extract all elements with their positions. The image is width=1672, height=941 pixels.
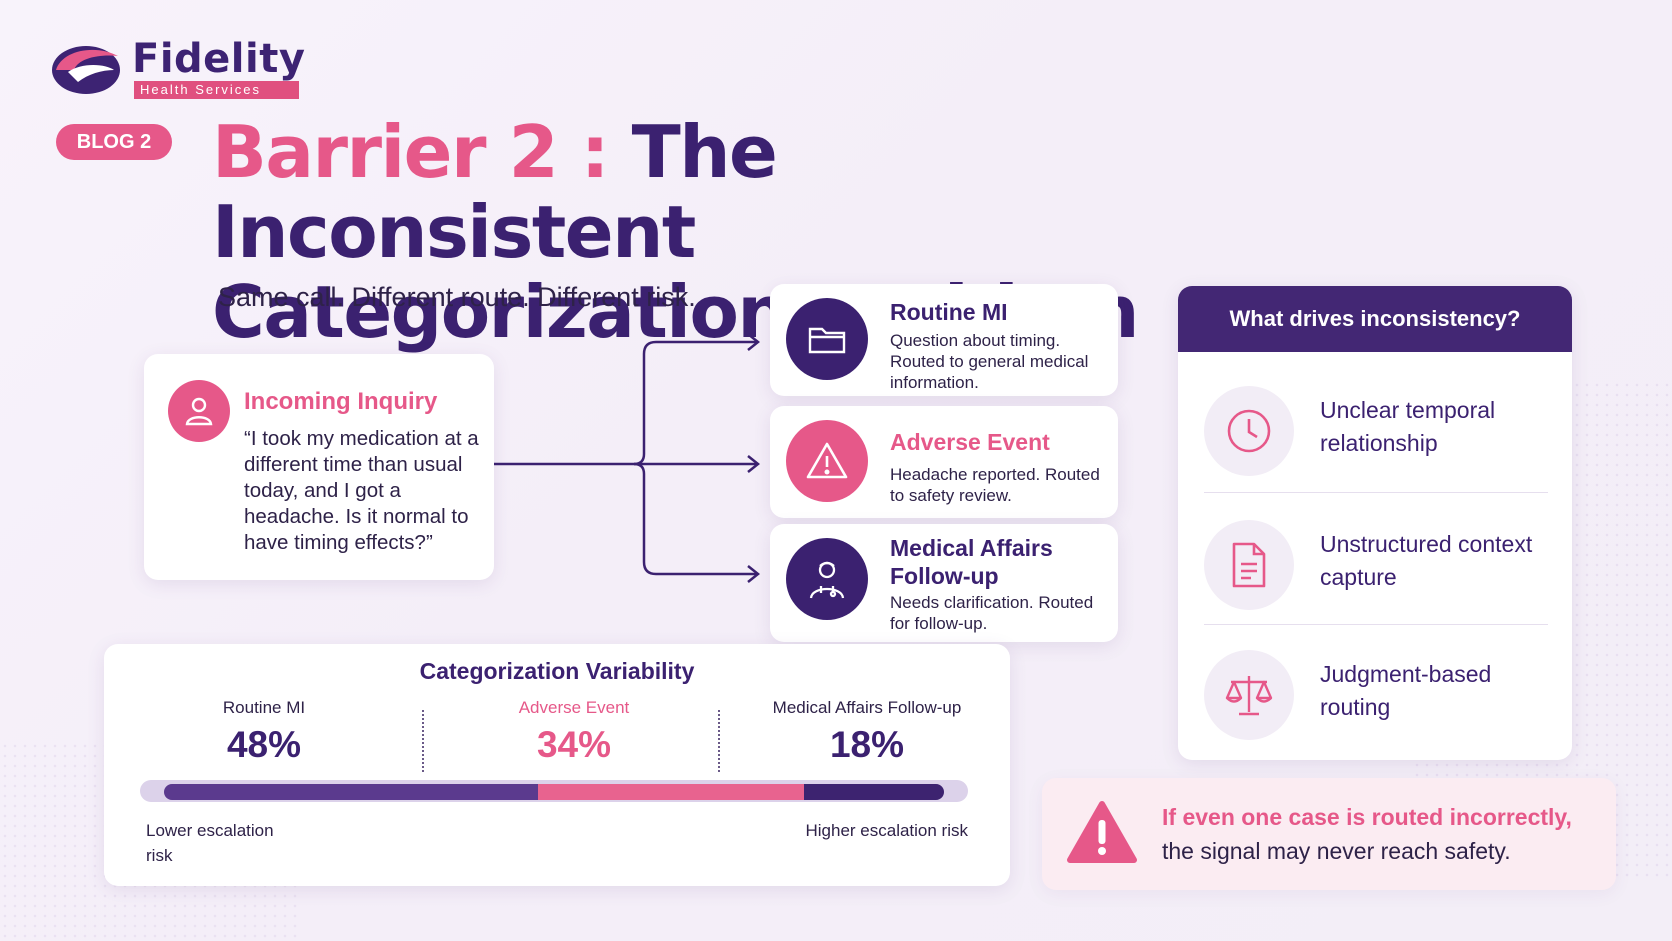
route-title: Routine MI — [890, 299, 1008, 325]
brand-tagline: Health Services — [134, 81, 299, 99]
segment-value: 34% — [536, 724, 612, 765]
doctor-icon — [786, 538, 868, 620]
user-icon — [168, 380, 230, 442]
bar-segment — [164, 784, 539, 800]
divider — [422, 710, 424, 772]
inquiry-quote: “I took my medication at a different tim… — [244, 427, 479, 554]
route-card-medical-affairs: Medical Affairs Follow-up Needs clarific… — [770, 524, 1118, 642]
driver-label: Judgment-based routing — [1320, 661, 1492, 720]
inquiry-title: Incoming Inquiry — [244, 388, 438, 415]
segment-label: Medical Affairs Follow-up — [772, 698, 962, 717]
route-card-adverse-event: Adverse Event Headache reported. Routed … — [770, 406, 1118, 518]
divider — [1204, 624, 1548, 625]
low-risk-label: Lower escalation risk — [146, 821, 274, 865]
warning-icon — [786, 420, 868, 502]
segment-label: Routine MI — [222, 698, 306, 717]
route-card-routine-mi: Routine MI Question about timing. Routed… — [770, 284, 1118, 396]
route-description: Question about timing. Routed to general… — [890, 331, 1089, 392]
segment-value: 48% — [226, 724, 302, 765]
warning-line1: If even one case is routed incorrectly, — [1162, 804, 1572, 830]
inquiry-card: Incoming Inquiry “I took my medication a… — [144, 354, 494, 580]
high-risk-label: Higher escalation risk — [805, 821, 968, 840]
variability-title: Categorization Variability — [419, 658, 695, 684]
logo-mark-icon — [52, 46, 120, 94]
warning-callout: If even one case is routed incorrectly, … — [1042, 778, 1616, 890]
drivers-heading: What drives inconsistency? — [1178, 286, 1572, 352]
driver-label: Unstructured context capture — [1320, 531, 1533, 590]
page-subtitle: Same call. Different route. Different ri… — [218, 282, 696, 312]
segment-label: Adverse Event — [518, 698, 630, 717]
brand-logo: Fidelity Health Services — [48, 32, 328, 102]
driver-label: Unclear temporal relationship — [1320, 397, 1496, 456]
title-line1: The Inconsistent — [212, 110, 778, 274]
clock-icon — [1204, 386, 1294, 476]
divider — [718, 710, 720, 772]
segment-value: 18% — [829, 724, 905, 765]
route-title: Adverse Event — [890, 429, 1050, 455]
page-title: Barrier 2 : The Inconsistent Categorizat… — [212, 112, 1212, 352]
driver-item: Judgment-based routing — [1204, 640, 1548, 740]
bar-segment — [803, 784, 944, 800]
divider — [1204, 492, 1548, 493]
warning-triangle-icon — [1067, 801, 1137, 863]
blog-badge: BLOG 2 — [56, 124, 172, 160]
title-accent: Barrier 2 : — [212, 110, 610, 194]
brand-name: Fidelity — [132, 36, 306, 82]
bar-segment — [538, 784, 804, 800]
folder-icon — [786, 298, 868, 380]
drivers-panel: What drives inconsistency? Unclear tempo… — [1178, 286, 1572, 760]
warning-line2: the signal may never reach safety. — [1162, 838, 1511, 864]
variability-card: Categorization Variability Routine MI 48… — [104, 644, 1010, 886]
driver-item: Unstructured context capture — [1204, 510, 1548, 610]
scales-icon — [1204, 650, 1294, 740]
document-icon — [1204, 520, 1294, 610]
route-title: Medical Affairs Follow-up — [890, 535, 1053, 589]
routing-arrows — [494, 333, 761, 583]
route-description: Headache reported. Routed to safety revi… — [890, 465, 1100, 505]
driver-item: Unclear temporal relationship — [1204, 376, 1548, 476]
route-description: Needs clarification. Routed for follow-u… — [890, 593, 1094, 633]
